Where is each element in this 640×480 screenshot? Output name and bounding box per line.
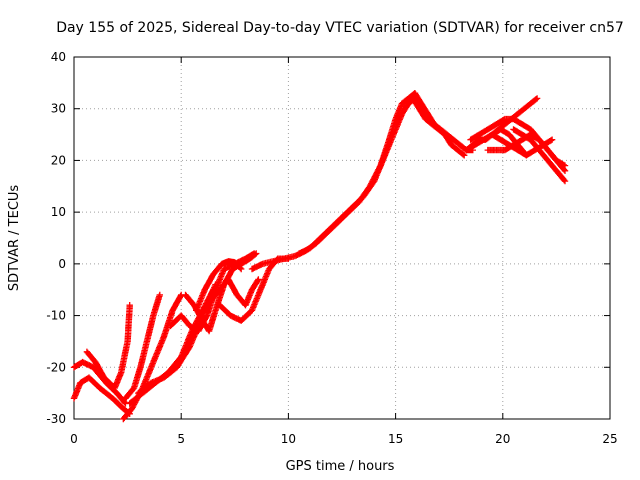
data-markers (70, 374, 133, 417)
plot-frame (73, 56, 611, 420)
y-tick-label: 30 (51, 102, 66, 116)
y-tick-label: 0 (58, 257, 66, 271)
series-track-v (488, 131, 556, 159)
series-track-p (409, 95, 468, 159)
data-markers (409, 95, 468, 159)
data-markers (122, 291, 163, 402)
y-tick-label: 20 (51, 153, 66, 167)
data-series (70, 90, 569, 423)
x-tick-label: 0 (70, 432, 78, 446)
x-tick-label: 15 (388, 432, 403, 446)
y-tick-label: 40 (51, 50, 66, 64)
data-markers (199, 276, 262, 314)
data-markers (488, 131, 556, 159)
y-axis-label: SDTVAR / TECUs (7, 185, 22, 292)
y-tick-label: -30 (46, 412, 66, 426)
data-markers (193, 258, 245, 314)
data-markers (295, 95, 419, 257)
series-track-j (193, 258, 245, 314)
x-tick-label: 25 (602, 432, 617, 446)
y-tick-label: -20 (46, 360, 66, 374)
series-track-e (122, 291, 163, 402)
x-axis-label: GPS time / hours (286, 459, 395, 474)
y-tick-label: 10 (51, 205, 66, 219)
x-tick-label: 20 (495, 432, 510, 446)
series-track-k (199, 276, 262, 314)
series-track-c (83, 302, 133, 392)
series-track-n (295, 95, 419, 257)
series-track-a (70, 374, 133, 417)
chart-title: Day 155 of 2025, Sidereal Day-to-day VTE… (56, 20, 624, 36)
y-tick-label: -10 (46, 309, 66, 323)
x-tick-label: 10 (281, 432, 296, 446)
data-markers (83, 302, 133, 392)
axis-ticks: 0 5 10 15 20 25 -30 -20 -10 0 10 20 30 40 (46, 50, 617, 446)
x-tick-label: 5 (177, 432, 185, 446)
